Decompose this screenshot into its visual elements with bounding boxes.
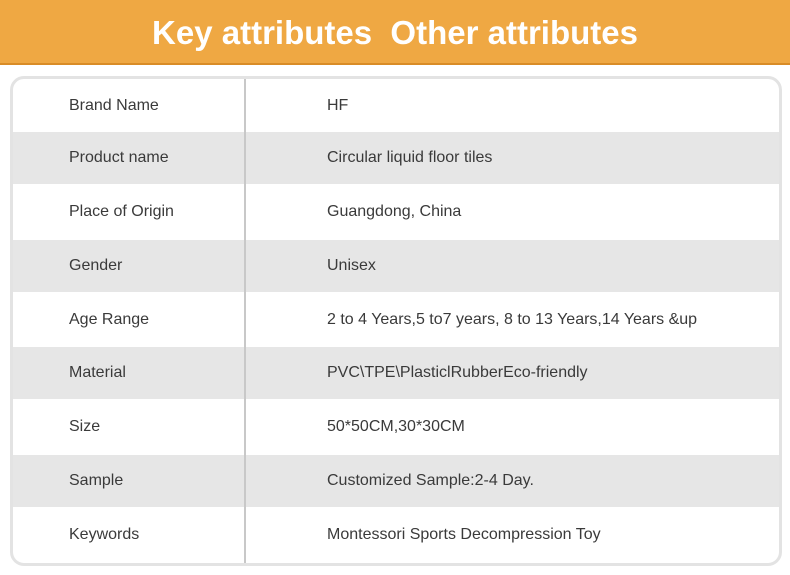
attr-value: HF xyxy=(327,96,349,114)
attr-label: Sample xyxy=(69,472,124,489)
attr-label: Size xyxy=(69,418,101,435)
attr-value: Montessori Sports Decompression Toy xyxy=(327,526,601,543)
column-divider xyxy=(244,79,246,563)
header-title: Key attributes Other attributes xyxy=(152,14,638,51)
table-row: Size 50*50CM,30*30CM xyxy=(13,399,779,455)
attr-label: Gender xyxy=(69,257,123,274)
attr-value: 2 to 4 Years,5 to7 years, 8 to 13 Years,… xyxy=(327,310,698,328)
table-row: Age Range 2 to 4 Years,5 to7 years, 8 to … xyxy=(13,292,779,347)
attr-value: Circular liquid floor tiles xyxy=(327,149,493,166)
attr-label: Brand Name xyxy=(69,96,159,114)
table-row: Gender Unisex xyxy=(13,240,779,292)
table-row: Sample Customized Sample:2-4 Day. xyxy=(13,455,779,507)
table-row: Place of Origin Guangdong, China xyxy=(13,184,779,240)
attr-label: Place of Origin xyxy=(69,203,174,220)
table-row: Product name Circular liquid floor tiles xyxy=(13,132,779,184)
header-banner: Key attributes Other attributes xyxy=(0,0,790,65)
attr-value: PVC\TPE\PlasticlRubberEco-friendly xyxy=(327,364,588,381)
attr-value: 50*50CM,30*30CM xyxy=(327,418,465,435)
table-row: Material PVC\TPE\PlasticlRubberEco-friend… xyxy=(13,347,779,399)
attributes-table: Brand Name HF Product name Circular liquid… xyxy=(10,76,782,566)
attr-label: Age Range xyxy=(69,310,150,328)
attr-label: Material xyxy=(69,364,126,381)
attr-value: Guangdong, China xyxy=(327,203,462,220)
attr-value: Customized Sample:2-4 Day. xyxy=(327,472,534,489)
attr-label: Product name xyxy=(69,149,169,166)
table-row: Brand Name HF xyxy=(13,79,779,132)
attr-label: Keywords xyxy=(69,526,140,543)
attr-value: Unisex xyxy=(327,257,376,274)
table-row: Keywords Montessori Sports Decompression … xyxy=(13,507,779,563)
